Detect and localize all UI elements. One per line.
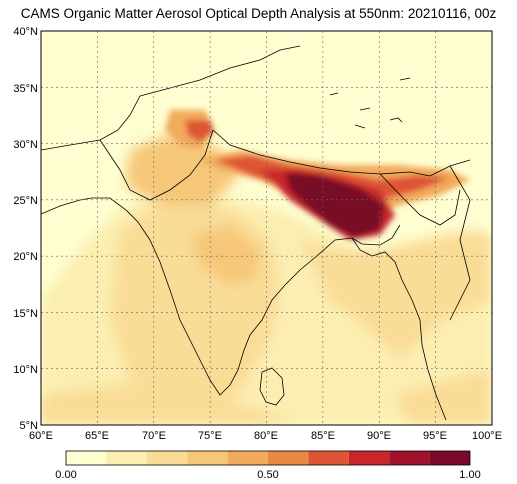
lon-tick-label: 60°E [29, 430, 53, 442]
lake-4 [399, 77, 411, 81]
colorbar-swatch [106, 451, 147, 465]
colorbar-swatch [348, 451, 390, 465]
colorbar-label-mid: 0.50 [257, 469, 278, 481]
colorbar-swatch [308, 451, 349, 465]
coastlines [41, 45, 471, 421]
bangladesh-coast [351, 237, 423, 346]
himalaya-border [212, 129, 471, 177]
latitude-labels: 40°N 35°N 30°N 25°N 20°N 15°N 10°N 5°N [13, 26, 38, 432]
lon-tick-label: 85°E [311, 430, 335, 442]
arabian-coast [41, 197, 93, 215]
srilanka-coast [259, 367, 285, 406]
longitude-labels: 60°E 65°E 70°E 75°E 80°E 85°E 90°E 95°E … [29, 430, 502, 442]
east-border [449, 165, 471, 321]
lon-tick-label: 65°E [85, 430, 109, 442]
lon-tick-label: 70°E [142, 430, 166, 442]
lake-1 [329, 92, 339, 96]
colorbar-swatch [146, 451, 188, 465]
gridlines [41, 31, 492, 425]
lon-tick-label: 90°E [367, 430, 391, 442]
colorbar-swatch [227, 451, 268, 465]
lon-tick-label: 80°E [254, 430, 278, 442]
colorbar-swatch [268, 451, 309, 465]
lat-tick-label: 25°N [13, 195, 38, 207]
colorbar-swatch [187, 451, 228, 465]
iran-border [41, 95, 141, 151]
colorbar-label-max: 1.00 [459, 469, 480, 481]
aod-field [41, 31, 492, 425]
colorbar [65, 450, 471, 466]
northeast-border [379, 173, 461, 226]
lat-tick-label: 20°N [13, 251, 38, 263]
india-coast [92, 197, 401, 396]
colorbar-label-min: 0.00 [55, 469, 76, 481]
lon-tick-label: 75°E [198, 430, 222, 442]
lake-5 [354, 124, 366, 129]
lat-tick-label: 15°N [13, 308, 38, 320]
colorbar-swatch [429, 451, 470, 465]
lat-tick-label: 5°N [20, 420, 39, 432]
field-core-band [165, 110, 470, 240]
lake-2 [359, 107, 371, 111]
map-title: CAMS Organic Matter Aerosol Optical Dept… [20, 6, 497, 21]
lat-tick-label: 35°N [13, 83, 38, 95]
china-border [139, 45, 301, 97]
lat-tick-label: 30°N [13, 139, 38, 151]
colorbar-swatch [389, 451, 430, 465]
pakistan-border [99, 129, 214, 201]
lake-3 [389, 117, 403, 123]
lat-tick-label: 10°N [13, 364, 38, 376]
colorbar-frame [65, 450, 471, 466]
lon-tick-label: 100°E [472, 430, 502, 442]
lat-tick-label: 40°N [13, 26, 38, 38]
plot-frame [40, 30, 493, 426]
colorbar-swatch [66, 451, 107, 465]
myanmar-coast [421, 344, 447, 421]
lon-tick-label: 95°E [423, 430, 447, 442]
